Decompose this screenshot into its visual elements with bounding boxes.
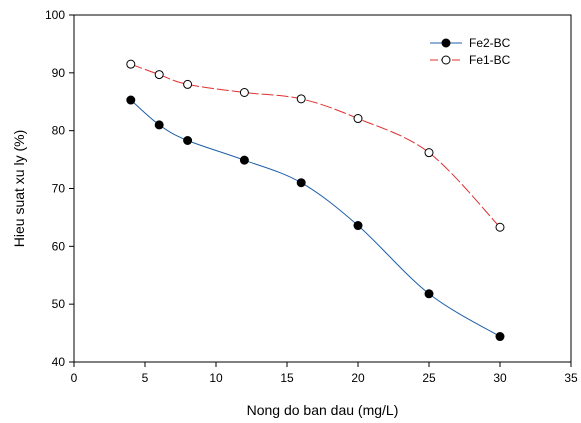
data-point-fe1-bc — [424, 148, 434, 158]
data-point-fe1-bc — [296, 94, 306, 104]
data-point-fe1-bc — [495, 222, 505, 232]
series-line-fe1-bc — [130, 63, 501, 228]
data-point-fe1-bc — [154, 70, 164, 80]
axes: 0 5 10 15 20 25 30 35 40 50 60 70 80 90 100 Nong do ban… — [11, 8, 578, 418]
x-tick-label: 30 — [493, 371, 507, 385]
data-point-fe1-bc — [126, 59, 136, 69]
legend-marker — [441, 55, 451, 65]
data-point-fe2-bc — [126, 95, 136, 105]
y-tick-label: 40 — [52, 355, 66, 369]
data-point-fe1-bc — [239, 87, 249, 97]
data-point-fe2-bc — [495, 332, 505, 342]
data-point-fe2-bc — [424, 289, 434, 299]
y-tick-label: 90 — [52, 66, 66, 80]
data-point-fe2-bc — [353, 221, 363, 231]
legend-marker — [441, 38, 451, 48]
y-tick-label: 70 — [52, 182, 66, 196]
x-tick-label: 15 — [280, 371, 294, 385]
y-axis-title: Hieu suat xu ly (%) — [11, 130, 27, 247]
plot-frame — [73, 14, 572, 363]
legend: Fe2-BC Fe1-BC — [430, 36, 511, 67]
y-tick-label: 50 — [52, 297, 66, 311]
x-tick-label: 10 — [209, 371, 223, 385]
legend-label: Fe2-BC — [469, 36, 511, 50]
x-tick-label: 20 — [351, 371, 365, 385]
y-tick-label: 100 — [45, 8, 65, 22]
series-layer — [126, 59, 505, 342]
x-tick-label: 35 — [564, 371, 578, 385]
data-point-fe2-bc — [239, 155, 249, 165]
data-point-fe2-bc — [183, 135, 193, 145]
data-point-fe1-bc — [183, 79, 193, 89]
data-point-fe1-bc — [353, 114, 363, 124]
y-tick-label: 60 — [52, 239, 66, 253]
x-tick-label: 25 — [422, 371, 436, 385]
x-tick-label: 0 — [71, 371, 78, 385]
data-point-fe2-bc — [154, 120, 164, 130]
data-point-fe2-bc — [296, 178, 306, 188]
x-axis-title: Nong do ban dau (mg/L) — [247, 402, 399, 418]
series-line-fe2-bc — [130, 99, 501, 337]
x-tick-label: 5 — [142, 371, 149, 385]
y-tick-label: 80 — [52, 124, 66, 138]
legend-label: Fe1-BC — [469, 53, 511, 67]
